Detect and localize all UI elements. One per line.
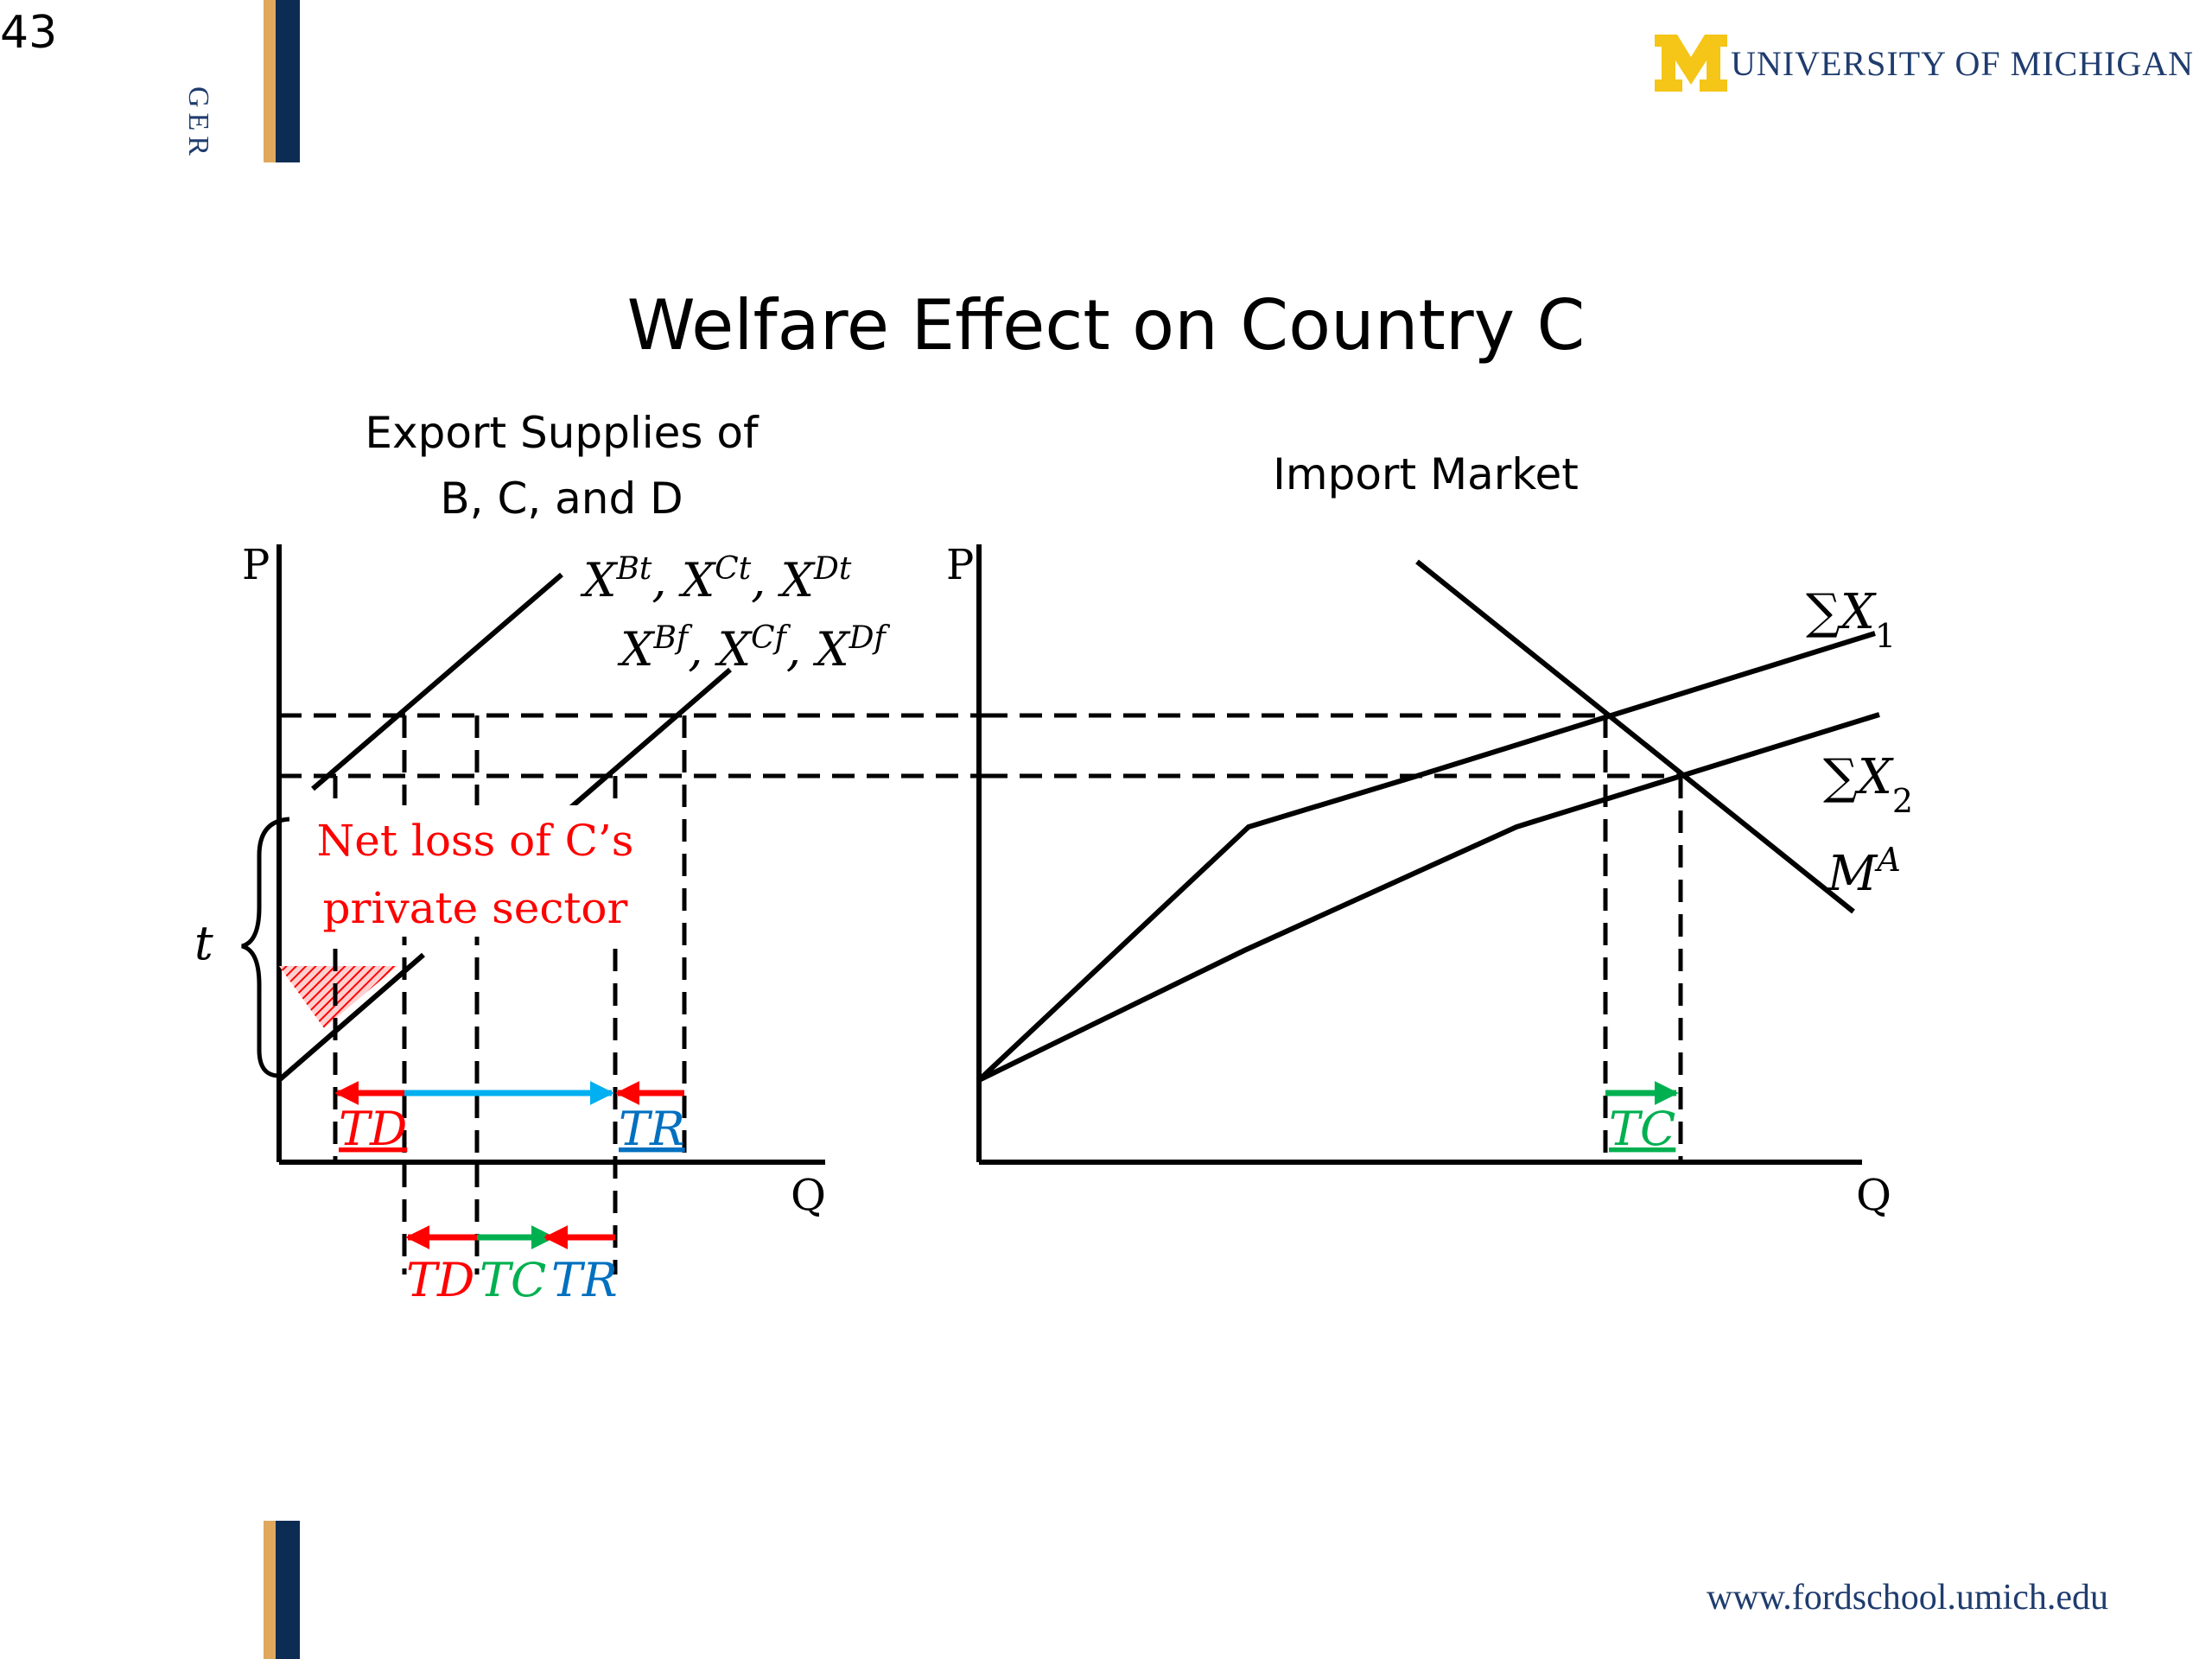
supply-curve-with-tariff [311,572,563,791]
left-axes [276,544,825,1165]
university-name: UNIVERSITY OF MICHIGAN [1731,43,2195,83]
left-heading-line2: B, C, and D [440,474,683,524]
right-y-axis-label: P [946,541,974,589]
tr-label-upper: TR [619,1102,685,1156]
tariff-label: t [194,916,213,970]
import-demand-curve [1415,559,1855,914]
sum-x1-label: ∑X1 [1806,584,1896,655]
slide-number: 43 [0,7,58,59]
left-y-axis-label: P [242,541,270,589]
left-x-axis-label: Q [791,1170,826,1220]
right-dashed-lines [985,713,1683,1162]
supply-curve-free-trade-lower [277,952,425,1083]
supply-curve-free-trade-upper [569,667,732,810]
td-label-upper: TD [339,1102,407,1156]
side-text: GER [182,86,214,161]
tr-label-lower: TR [551,1253,618,1307]
net-loss-label-line2: private sector [323,883,628,933]
net-loss-label-line1: Net loss of C’s [317,816,634,866]
footer-url[interactable]: www.fordschool.umich.edu [1706,1578,2108,1618]
import-market-curves [976,559,1880,1083]
sum-x2-curve [977,712,1880,1083]
supply-curves [277,572,732,1083]
sum-x2-label: ∑X2 [1823,749,1913,820]
curve-label-tariff: XBt, XCt, XDt [580,551,852,608]
tc-label-lower: TC [480,1253,546,1307]
sum-x1-curve [976,631,1876,1083]
university-logo: UNIVERSITY OF MICHIGAN [1655,35,2194,92]
right-x-axis-label: Q [1856,1170,1891,1220]
right-axes [976,544,1862,1165]
left-heading-line1: Export Supplies of [365,408,759,458]
import-demand-label: MA [1827,841,1901,902]
right-heading: Import Market [1273,449,1579,499]
left-dashed-lines [279,713,985,1274]
td-label-lower: TD [406,1253,474,1307]
slide-title: Welfare Effect on Country C [626,285,1586,365]
net-loss-box-bg [307,805,648,937]
curve-label-free: XBf, XCf, XDf [617,620,891,677]
tariff-brace [241,817,290,1078]
block-m-icon [1655,35,1727,92]
tc-label-right: TC [1609,1102,1675,1156]
net-loss-area [279,966,397,1028]
